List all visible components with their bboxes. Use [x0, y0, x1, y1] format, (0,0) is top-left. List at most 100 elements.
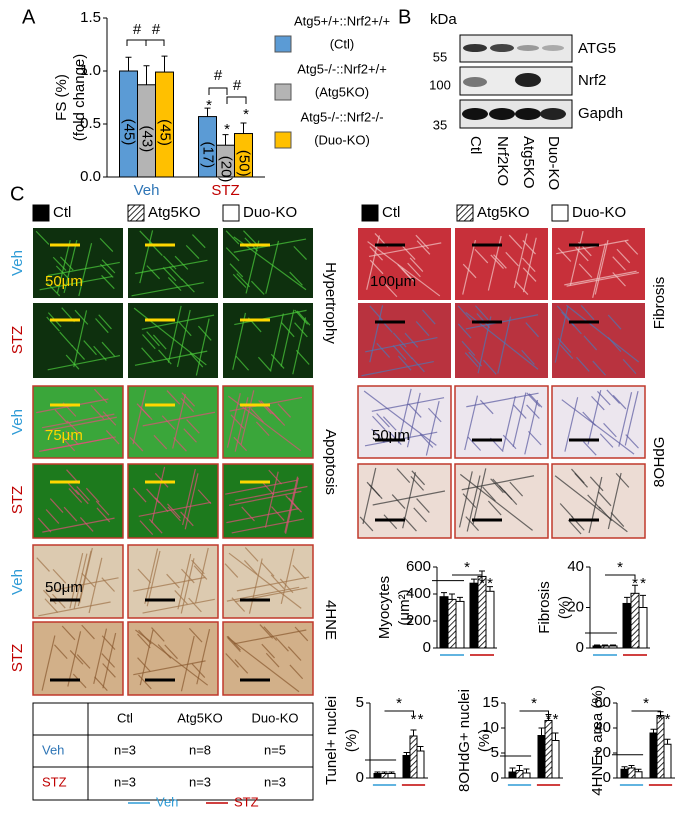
- x-tick-label: STZ: [211, 182, 239, 199]
- texture: [131, 281, 204, 297]
- table-cell: n=3: [189, 774, 211, 789]
- texture: [174, 255, 189, 270]
- texture: [571, 468, 585, 484]
- texture: [512, 392, 527, 448]
- y-tick-label: 60: [594, 694, 611, 711]
- texture: [265, 240, 280, 294]
- texture: [180, 558, 195, 614]
- protein-label: ATG5: [578, 40, 616, 57]
- texture: [152, 334, 167, 350]
- texture: [401, 245, 416, 260]
- texture: [241, 506, 255, 522]
- annotation: *: [531, 695, 537, 712]
- texture: [284, 477, 299, 534]
- texture: [502, 434, 517, 450]
- texture: [243, 230, 257, 245]
- texture: [406, 392, 421, 448]
- error-bar: [143, 65, 150, 85]
- group-label: STZ: [9, 644, 26, 672]
- bar: [380, 773, 389, 779]
- texture: [425, 400, 440, 456]
- texture: [474, 248, 489, 264]
- texture: [232, 273, 247, 288]
- texture: [42, 517, 115, 533]
- table-cell: n=3: [114, 774, 136, 789]
- texture: [624, 240, 639, 255]
- texture: [228, 490, 302, 506]
- scale-bar-label: 75μm: [45, 427, 83, 444]
- texture: [392, 345, 407, 361]
- significance: [365, 710, 414, 761]
- texture: [232, 312, 247, 370]
- y-tick-label: 5: [356, 694, 364, 711]
- texture: [85, 487, 100, 503]
- texture: [90, 404, 105, 420]
- texture: [372, 490, 446, 506]
- error-bar: [417, 746, 424, 751]
- texture: [589, 476, 604, 492]
- texture: [599, 433, 614, 448]
- texture: [244, 547, 259, 562]
- texture: [524, 399, 539, 455]
- texture: [458, 471, 473, 528]
- bar: [638, 607, 648, 649]
- bar: [620, 768, 629, 779]
- bar: [522, 772, 531, 779]
- texture: [99, 237, 114, 252]
- texture: [139, 629, 154, 686]
- bar: [387, 773, 396, 779]
- bar: [508, 771, 517, 779]
- bar: [439, 596, 449, 649]
- texture: [225, 479, 298, 495]
- stain-label: 8OHdG: [651, 437, 668, 488]
- scale-bar-label: 50μm: [372, 427, 410, 444]
- texture: [176, 309, 191, 367]
- texture: [180, 397, 195, 413]
- group-label: Veh: [9, 250, 26, 276]
- texture: [146, 265, 161, 280]
- texture: [46, 577, 119, 593]
- texture: [183, 428, 197, 443]
- texture: [522, 267, 537, 282]
- y-tick-label: 20: [567, 598, 584, 615]
- bar-label: (17): [200, 141, 217, 168]
- texture: [226, 508, 299, 524]
- blot: [459, 34, 573, 129]
- texture: [135, 259, 208, 275]
- texture: [561, 399, 635, 455]
- texture: [166, 573, 180, 589]
- texture: [284, 476, 299, 533]
- texture: [54, 409, 69, 424]
- texture: [81, 624, 95, 640]
- texture: [416, 498, 430, 513]
- annotation: *: [546, 711, 552, 728]
- texture: [137, 657, 151, 672]
- legend-label: (Duo-KO): [314, 132, 370, 147]
- legend-swatch: [361, 204, 379, 222]
- texture: [268, 469, 282, 485]
- texture: [54, 644, 68, 660]
- bar: [409, 735, 418, 779]
- texture: [243, 560, 258, 575]
- texture: [292, 317, 307, 375]
- texture: [153, 434, 168, 450]
- texture: [250, 407, 264, 423]
- texture: [94, 676, 108, 692]
- error-bar: [664, 738, 671, 745]
- texture: [277, 403, 292, 418]
- texture: [280, 322, 295, 338]
- texture: [580, 304, 595, 320]
- texture: [462, 263, 477, 279]
- texture: [195, 318, 210, 376]
- texture: [141, 314, 215, 330]
- texture: [146, 331, 160, 347]
- texture: [270, 353, 285, 369]
- texture: [196, 628, 211, 685]
- micrograph: [358, 303, 451, 378]
- texture: [169, 266, 183, 281]
- texture: [576, 356, 590, 372]
- y-axis-label: Myocytes: [376, 576, 393, 639]
- texture: [83, 340, 97, 356]
- texture: [66, 420, 81, 435]
- y-tick-label: 0: [491, 769, 499, 786]
